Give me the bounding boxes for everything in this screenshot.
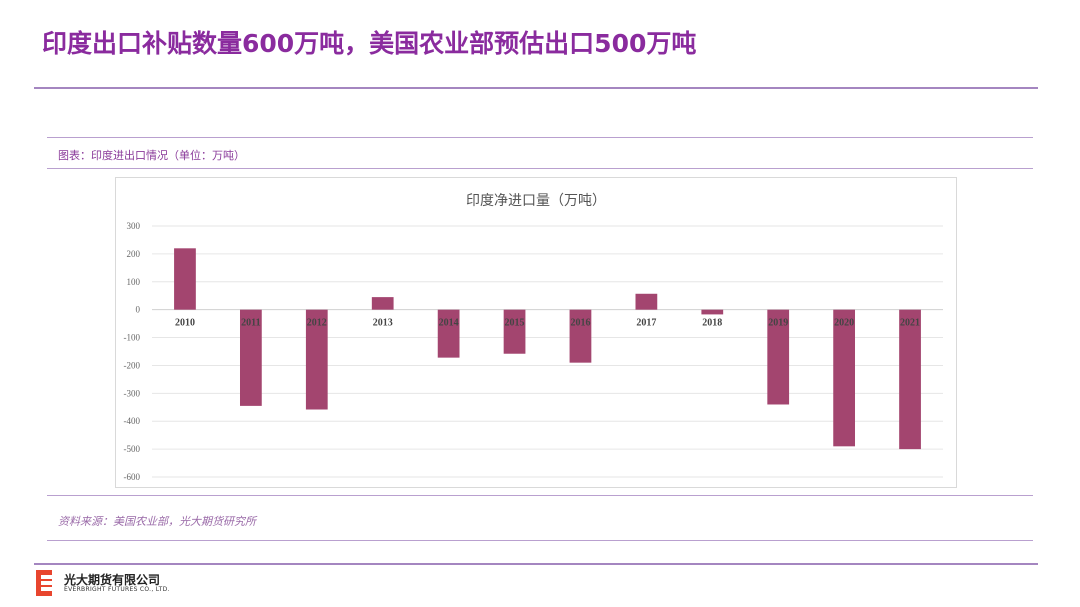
x-tick-label: 2014 [439,318,459,329]
x-tick-label: 2016 [570,318,590,329]
bar-2021 [899,309,921,450]
y-tick-label: -400 [124,416,141,426]
bar-2012 [305,309,328,410]
y-tick-label: -200 [124,360,141,370]
x-tick-label: 2010 [175,318,195,329]
bar-2020 [833,309,856,447]
x-tick-label: 2012 [307,318,327,329]
x-tick-label: 2015 [505,318,525,329]
caption-bottom-line [47,168,1033,169]
y-tick-label: 300 [127,221,141,231]
x-tick-label: 2011 [241,318,260,329]
company-logo-icon [36,570,56,596]
source-note: 资料来源：美国农业部，光大期货研究所 [58,515,256,528]
y-tick-label: 0 [136,305,141,315]
page-title: 印度出口补贴数量600万吨，美国农业部预估出口500万吨 [42,29,697,58]
source-bottom-line [47,540,1033,541]
bar-2014 [437,309,460,358]
source-top-line [47,495,1033,496]
chart-title: 印度净进口量（万吨） [466,193,606,209]
y-tick-label: -500 [124,444,141,454]
chart-caption: 图表：印度进出口情况（单位：万吨） [58,149,245,162]
caption-top-line [47,137,1033,138]
bar-2019 [767,309,790,405]
x-tick-label: 2017 [636,318,656,329]
x-tick-label: 2018 [702,318,722,329]
company-name: 光大期货有限公司 [64,573,161,587]
bar-2011 [239,309,262,406]
y-tick-label: -100 [124,333,141,343]
bar-2018 [701,309,724,315]
bar-2017 [635,293,658,310]
x-tick-label: 2020 [834,318,854,329]
y-tick-label: 200 [127,249,141,259]
y-tick-label: -600 [124,472,141,482]
x-tick-label: 2013 [373,318,393,329]
x-tick-label: 2019 [768,318,788,329]
bar-2016 [569,309,592,363]
x-tick-label: 2021 [900,318,920,329]
y-tick-label: -300 [124,388,141,398]
y-tick-label: 100 [127,277,141,287]
bar-2015 [503,309,526,354]
bar-2013 [371,297,394,310]
chart-container [115,177,957,488]
bar-2010 [174,248,196,310]
footer-divider [34,563,1038,565]
company-english-name: EVERBRIGHT FUTURES CO., LTD. [64,586,170,593]
title-divider [34,87,1038,89]
